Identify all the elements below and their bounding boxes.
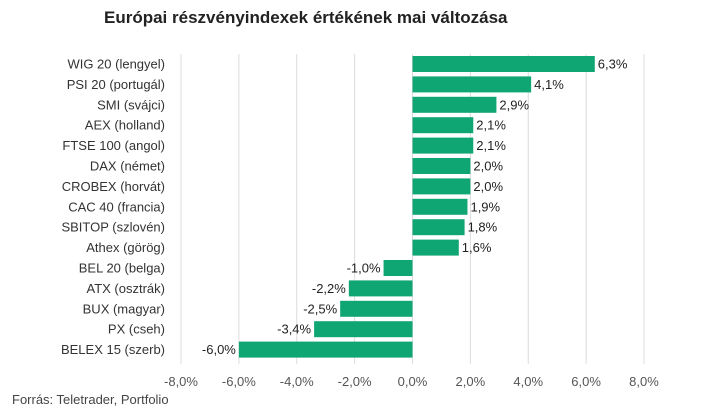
value-label: 2,0% (473, 159, 503, 174)
category-label: Athex (görög) (86, 240, 165, 255)
chart-title: Európai részvényindexek értékének mai vá… (104, 8, 508, 27)
value-labels: 6,3% 4,1% 2,9% 2,1% 2,1% 2,0% 2,0% 1,9% 1,8% 1,6%… (202, 57, 628, 358)
category-labels: WIG 20 (lengyel) PSI 20 (portugál) SMI (sv… (61, 57, 165, 358)
bar (412, 239, 459, 256)
category-label: BELEX 15 (szerb) (61, 342, 165, 357)
x-tick-label: 0,0% (398, 374, 428, 389)
category-label: BUX (magyar) (83, 301, 165, 316)
x-tick-label: -6,0% (222, 374, 256, 389)
source-note: Forrás: Teletrader, Portfolio (12, 392, 169, 407)
value-label: -2,5% (303, 301, 337, 316)
value-label: 4,1% (534, 77, 564, 92)
category-label: PSI 20 (portugál) (67, 77, 165, 92)
category-label: DAX (német) (90, 159, 165, 174)
x-tick-label: -2,0% (338, 374, 372, 389)
bar (412, 117, 474, 134)
category-label: AEX (holland) (85, 118, 165, 133)
value-label: -2,2% (312, 281, 346, 296)
value-label: 1,9% (470, 199, 500, 214)
bar (412, 96, 497, 113)
bar (412, 219, 465, 236)
bar (348, 280, 413, 297)
value-label: 1,6% (462, 240, 492, 255)
x-tick-label: 8,0% (629, 374, 659, 389)
category-label: ATX (osztrák) (87, 281, 166, 296)
value-label: 6,3% (598, 57, 628, 72)
value-label: -3,4% (277, 322, 311, 337)
bar (412, 56, 595, 72)
x-tick-label: -8,0% (164, 374, 198, 389)
bar (412, 158, 471, 174)
category-label: FTSE 100 (angol) (62, 138, 165, 153)
x-axis-tick-labels: -8,0% -6,0% -4,0% -2,0% 0,0% 2,0% 4,0% 6,0% 8,0% (164, 374, 659, 389)
bar (340, 300, 413, 317)
bar (412, 76, 532, 93)
value-label: 2,0% (473, 179, 503, 194)
category-label: CAC 40 (francia) (68, 199, 165, 214)
category-label: WIG 20 (lengyel) (67, 57, 165, 72)
value-label: -1,0% (347, 261, 381, 276)
x-tick-label: 4,0% (513, 374, 543, 389)
category-label: PX (cseh) (108, 322, 165, 337)
x-tick-label: -4,0% (280, 374, 314, 389)
value-label: 2,9% (499, 97, 529, 112)
x-tick-label: 6,0% (571, 374, 601, 389)
value-label: 1,8% (468, 220, 498, 235)
bars (238, 56, 595, 358)
bar (412, 137, 474, 154)
bar (238, 341, 413, 358)
category-label: BEL 20 (belga) (79, 261, 165, 276)
bar (314, 321, 413, 338)
bar (412, 178, 471, 195)
bar (383, 260, 413, 276)
value-label: -6,0% (202, 342, 236, 357)
category-label: SBITOP (szlovén) (61, 220, 165, 235)
bar (412, 198, 468, 215)
value-label: 2,1% (476, 118, 506, 133)
value-label: 2,1% (476, 138, 506, 153)
category-label: CROBEX (horvát) (62, 179, 165, 194)
category-label: SMI (svájci) (97, 97, 165, 112)
x-tick-label: 2,0% (456, 374, 486, 389)
